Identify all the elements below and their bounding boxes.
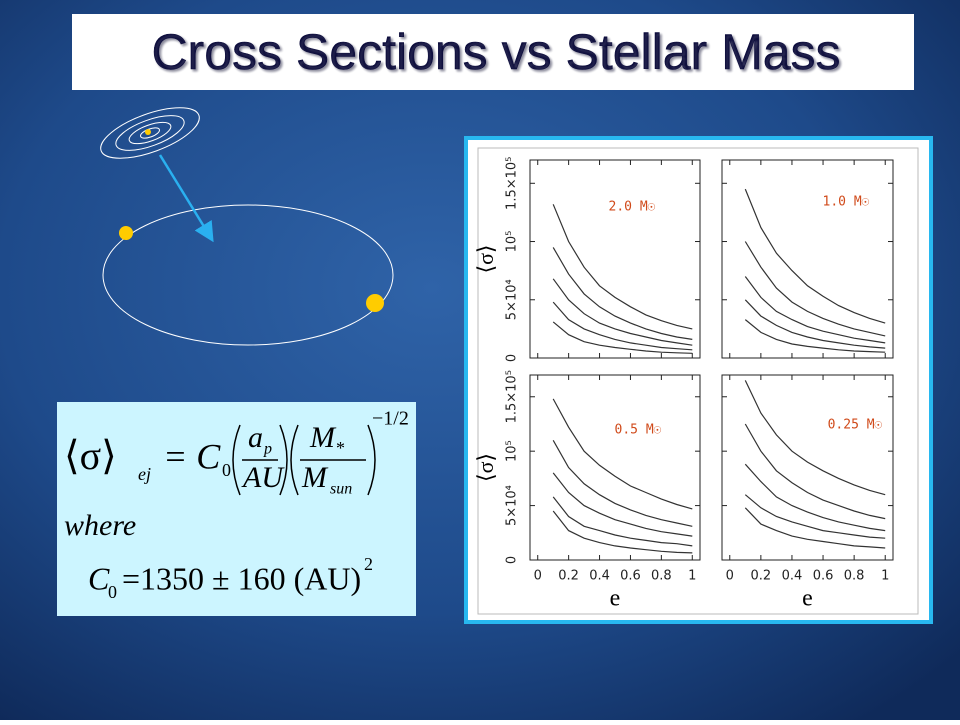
data-line [744,299,886,349]
panel-annotation: 0.5 M☉ [615,423,662,438]
y-tick-label: 1.5×10⁵ [505,370,520,423]
data-line [552,247,693,340]
x-tick-label: 1 [688,569,696,584]
y-axis-label: ⟨σ⟩ [473,453,498,482]
data-line [552,278,693,346]
data-line [552,510,693,554]
formula-text: M [301,461,329,494]
x-tick-label: 0.4 [589,569,610,584]
formula-text: where [64,509,136,542]
plot-frame [721,159,894,359]
data-line [744,241,886,337]
y-tick-label: 10⁵ [505,231,520,253]
slide-title: Cross Sections vs Stellar Mass [151,24,840,80]
formula-text: M [309,421,337,454]
y-axis-label: ⟨σ⟩ [473,244,498,273]
y-tick-label: 5×10⁴ [505,485,520,526]
data-line [552,496,693,547]
formula-text: AU [241,461,285,494]
x-tick-label: 0.2 [751,569,772,584]
data-line [744,494,886,539]
y-tick-label: 10⁵ [505,440,520,462]
star [366,294,384,312]
data-line [744,463,886,532]
data-line [552,398,693,510]
data-line [744,423,886,520]
formula-text: sun [330,481,352,498]
x-tick-label: 0.8 [844,569,865,584]
panel-annotation: 1.0 M☉ [823,195,870,210]
formula-text: 0 [108,582,117,602]
y-tick-label: 0 [505,354,520,362]
data-line [552,321,693,354]
panel-annotation: 0.25 M☉ [828,418,883,433]
x-tick-label: 1 [881,569,889,584]
formula-text: 2 [364,554,373,574]
y-tick-label: 5×10⁴ [505,279,520,320]
x-tick-label: 0 [726,569,734,584]
formula-text: −1/2 [372,408,409,430]
x-tick-label: 0.8 [651,569,672,584]
data-line [552,440,693,527]
data-line [552,301,693,351]
plot-frame [529,374,701,561]
star [119,226,133,240]
figure-border [477,147,919,615]
data-line [552,204,693,330]
formula-text: ⟨σ⟩ [64,433,117,478]
data-line [744,380,886,496]
x-tick-label: 0.6 [620,569,641,584]
x-tick-label: 0.6 [813,569,834,584]
data-line [744,276,886,344]
x-axis-label: e [610,586,621,612]
data-line [552,472,693,537]
orbit-diagram [100,107,394,346]
title-box [72,14,914,90]
star [145,129,151,135]
plot-frame [721,374,894,561]
formula-text: * [336,438,345,458]
panel-annotation: 2.0 M☉ [609,200,656,215]
x-tick-label: 0.4 [782,569,803,584]
x-axis-label: e [802,586,813,612]
formula-text: = C [163,436,221,476]
formula-text: 0 [222,460,231,480]
formula-text: C [88,560,110,596]
formula-text: =1350 ± 160 (AU) [122,560,361,596]
formula: ⟨σ⟩ ej = C 0 a p AU M * M sun −1/2 where… [64,408,409,603]
plot-frame [529,159,701,359]
data-line [744,507,886,549]
y-tick-label: 0 [505,556,520,564]
data-line [744,188,886,324]
formula-text: ej [138,464,151,484]
formula-text: p [263,441,272,458]
y-tick-label: 1.5×10⁵ [505,157,520,210]
arrow [158,154,214,243]
x-tick-label: 0.2 [558,569,579,584]
figure-panel [464,136,933,624]
formula-text: a [248,421,263,454]
x-tick-label: 0 [534,569,542,584]
data-line [744,319,886,353]
